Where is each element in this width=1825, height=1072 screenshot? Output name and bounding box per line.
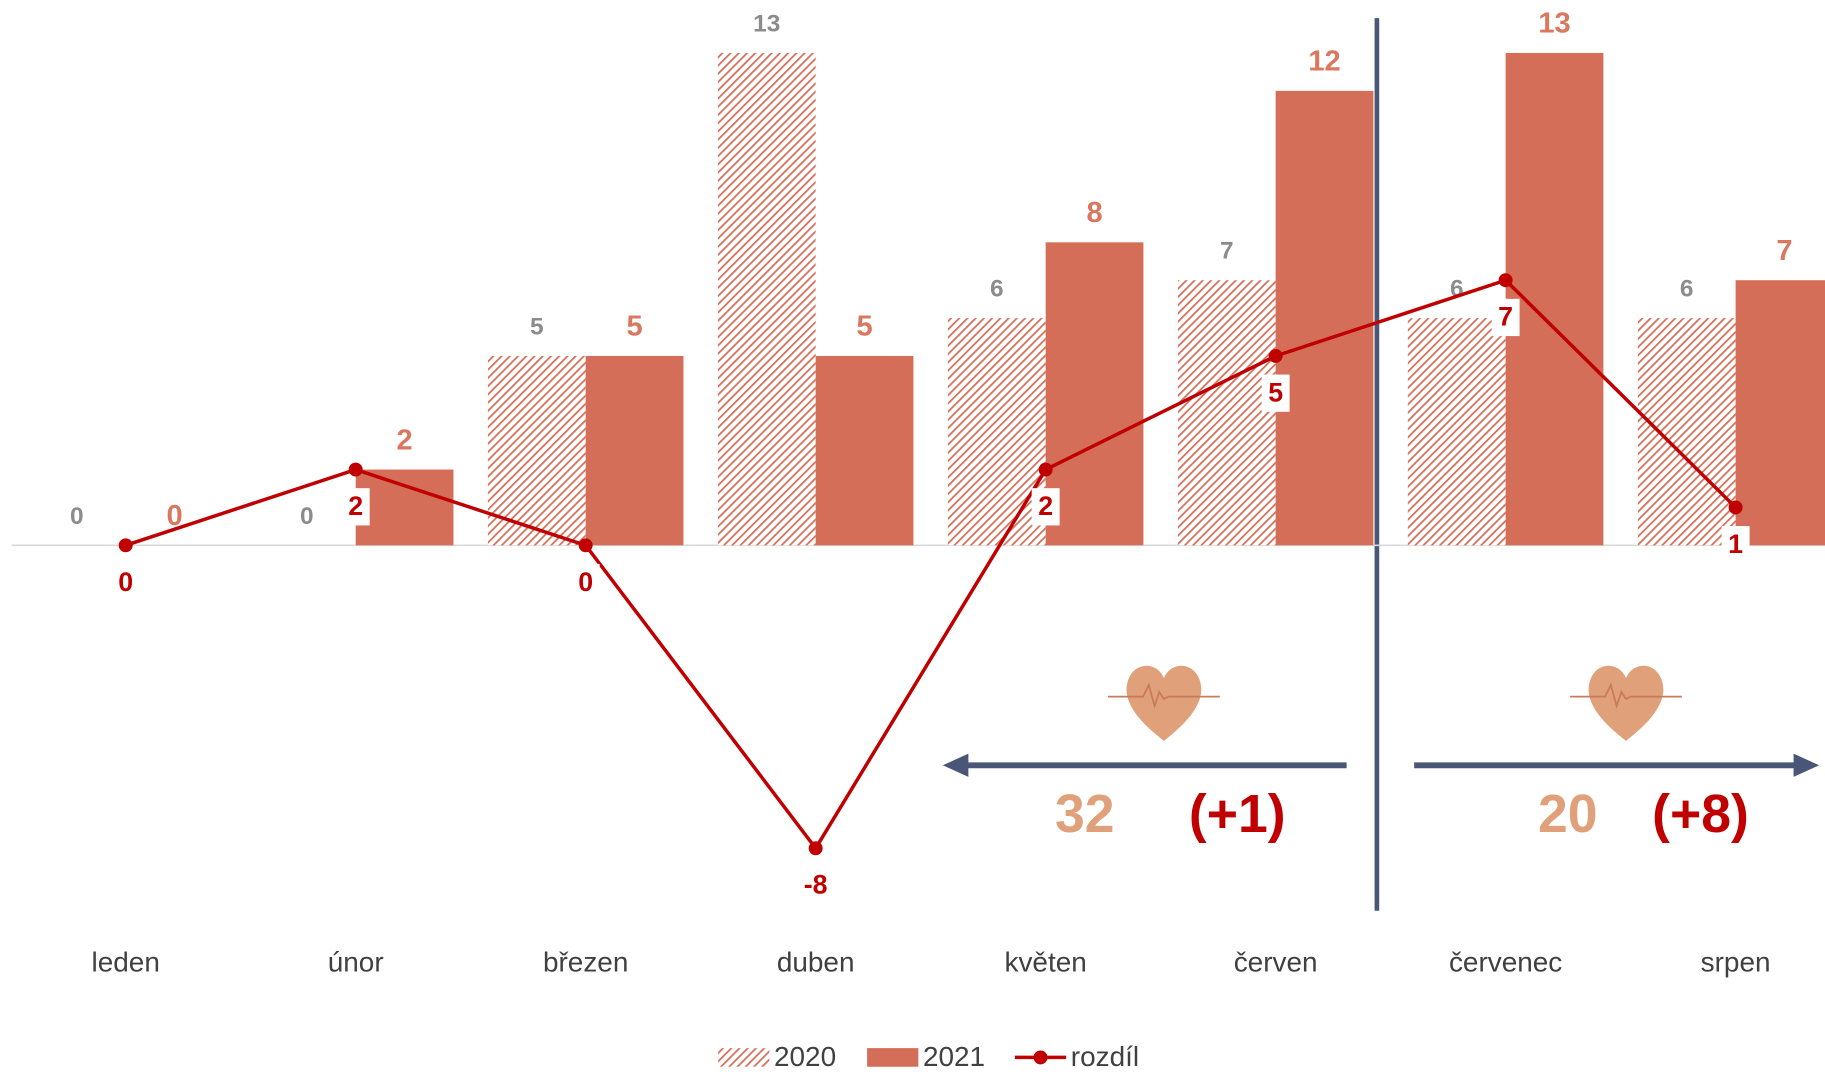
bar <box>1735 280 1825 546</box>
data-label: 7 <box>1776 235 1792 267</box>
arrow-left <box>942 753 1347 777</box>
data-label: 0 <box>70 503 84 530</box>
data-label: 5 <box>530 313 544 340</box>
data-label: 2 <box>348 491 363 521</box>
legend-label: rozdíl <box>1071 1041 1139 1072</box>
bar <box>355 469 454 546</box>
label-box <box>1721 526 1750 564</box>
bar <box>1045 242 1144 546</box>
data-label: 5 <box>856 311 872 343</box>
heart-icon <box>1569 664 1683 742</box>
line <box>125 278 1737 852</box>
data-label: 0 <box>118 567 133 597</box>
label-box <box>571 563 600 602</box>
data-label: 7 <box>1498 302 1513 332</box>
x-tick-label: červen <box>1234 947 1318 978</box>
label-box <box>111 563 140 602</box>
line-marker <box>1728 500 1743 515</box>
bar <box>947 318 1046 546</box>
heart-icon <box>1107 664 1221 742</box>
line-marker <box>348 462 363 477</box>
x-tick-label: únor <box>328 947 384 978</box>
bar <box>1177 280 1276 546</box>
label-box <box>1031 488 1060 526</box>
data-label: 1 <box>1728 529 1743 559</box>
bar <box>487 355 586 546</box>
data-label: 5 <box>1268 377 1283 407</box>
line-marker <box>1498 273 1513 288</box>
legend-label: 2021 <box>923 1041 985 1072</box>
label-box <box>341 488 370 526</box>
label-box <box>801 866 830 905</box>
data-label: 0 <box>578 567 593 597</box>
legend-marker <box>1033 1050 1048 1065</box>
data-label: 13 <box>753 10 780 37</box>
line-marker <box>118 538 133 553</box>
x-tick-label: březen <box>543 947 628 978</box>
data-label: 5 <box>626 311 642 343</box>
data-label: 0 <box>166 500 182 532</box>
label-box <box>1261 374 1290 412</box>
bar <box>1505 52 1604 546</box>
data-label: 7 <box>1220 238 1234 265</box>
legend-label: 2020 <box>774 1041 836 1072</box>
bar <box>585 355 684 546</box>
data-label: -8 <box>804 870 828 900</box>
annotation: (+8) <box>1652 785 1749 844</box>
label-box <box>1491 298 1520 337</box>
line-marker <box>1038 462 1053 477</box>
x-tick-label: leden <box>92 947 160 978</box>
bar <box>1275 90 1374 546</box>
annotation: 32 <box>1055 785 1115 844</box>
bar <box>1637 318 1736 546</box>
data-label: 2 <box>1038 491 1053 521</box>
annotation: (+1) <box>1189 785 1286 844</box>
x-tick-label: duben <box>777 947 855 978</box>
bar <box>1407 318 1506 546</box>
data-label: 0 <box>300 503 314 530</box>
x-tick-label: srpen <box>1701 947 1771 978</box>
line-marker <box>808 841 823 856</box>
data-label: 6 <box>1680 276 1694 303</box>
data-label: 13 <box>1538 8 1570 40</box>
x-tick-label: červenec <box>1449 947 1562 978</box>
legend-swatch <box>718 1048 770 1067</box>
legend-swatch <box>867 1048 919 1067</box>
line-marker <box>1268 348 1283 363</box>
bar <box>815 355 914 546</box>
arrow-right <box>1414 753 1820 777</box>
data-label: 2 <box>396 424 412 456</box>
annotation: 20 <box>1538 785 1598 844</box>
x-tick-label: květen <box>1005 947 1087 978</box>
line-marker <box>578 538 593 553</box>
data-label: 12 <box>1308 46 1340 78</box>
bar <box>717 52 816 546</box>
data-label: 8 <box>1086 197 1102 229</box>
data-label: 6 <box>990 276 1004 303</box>
